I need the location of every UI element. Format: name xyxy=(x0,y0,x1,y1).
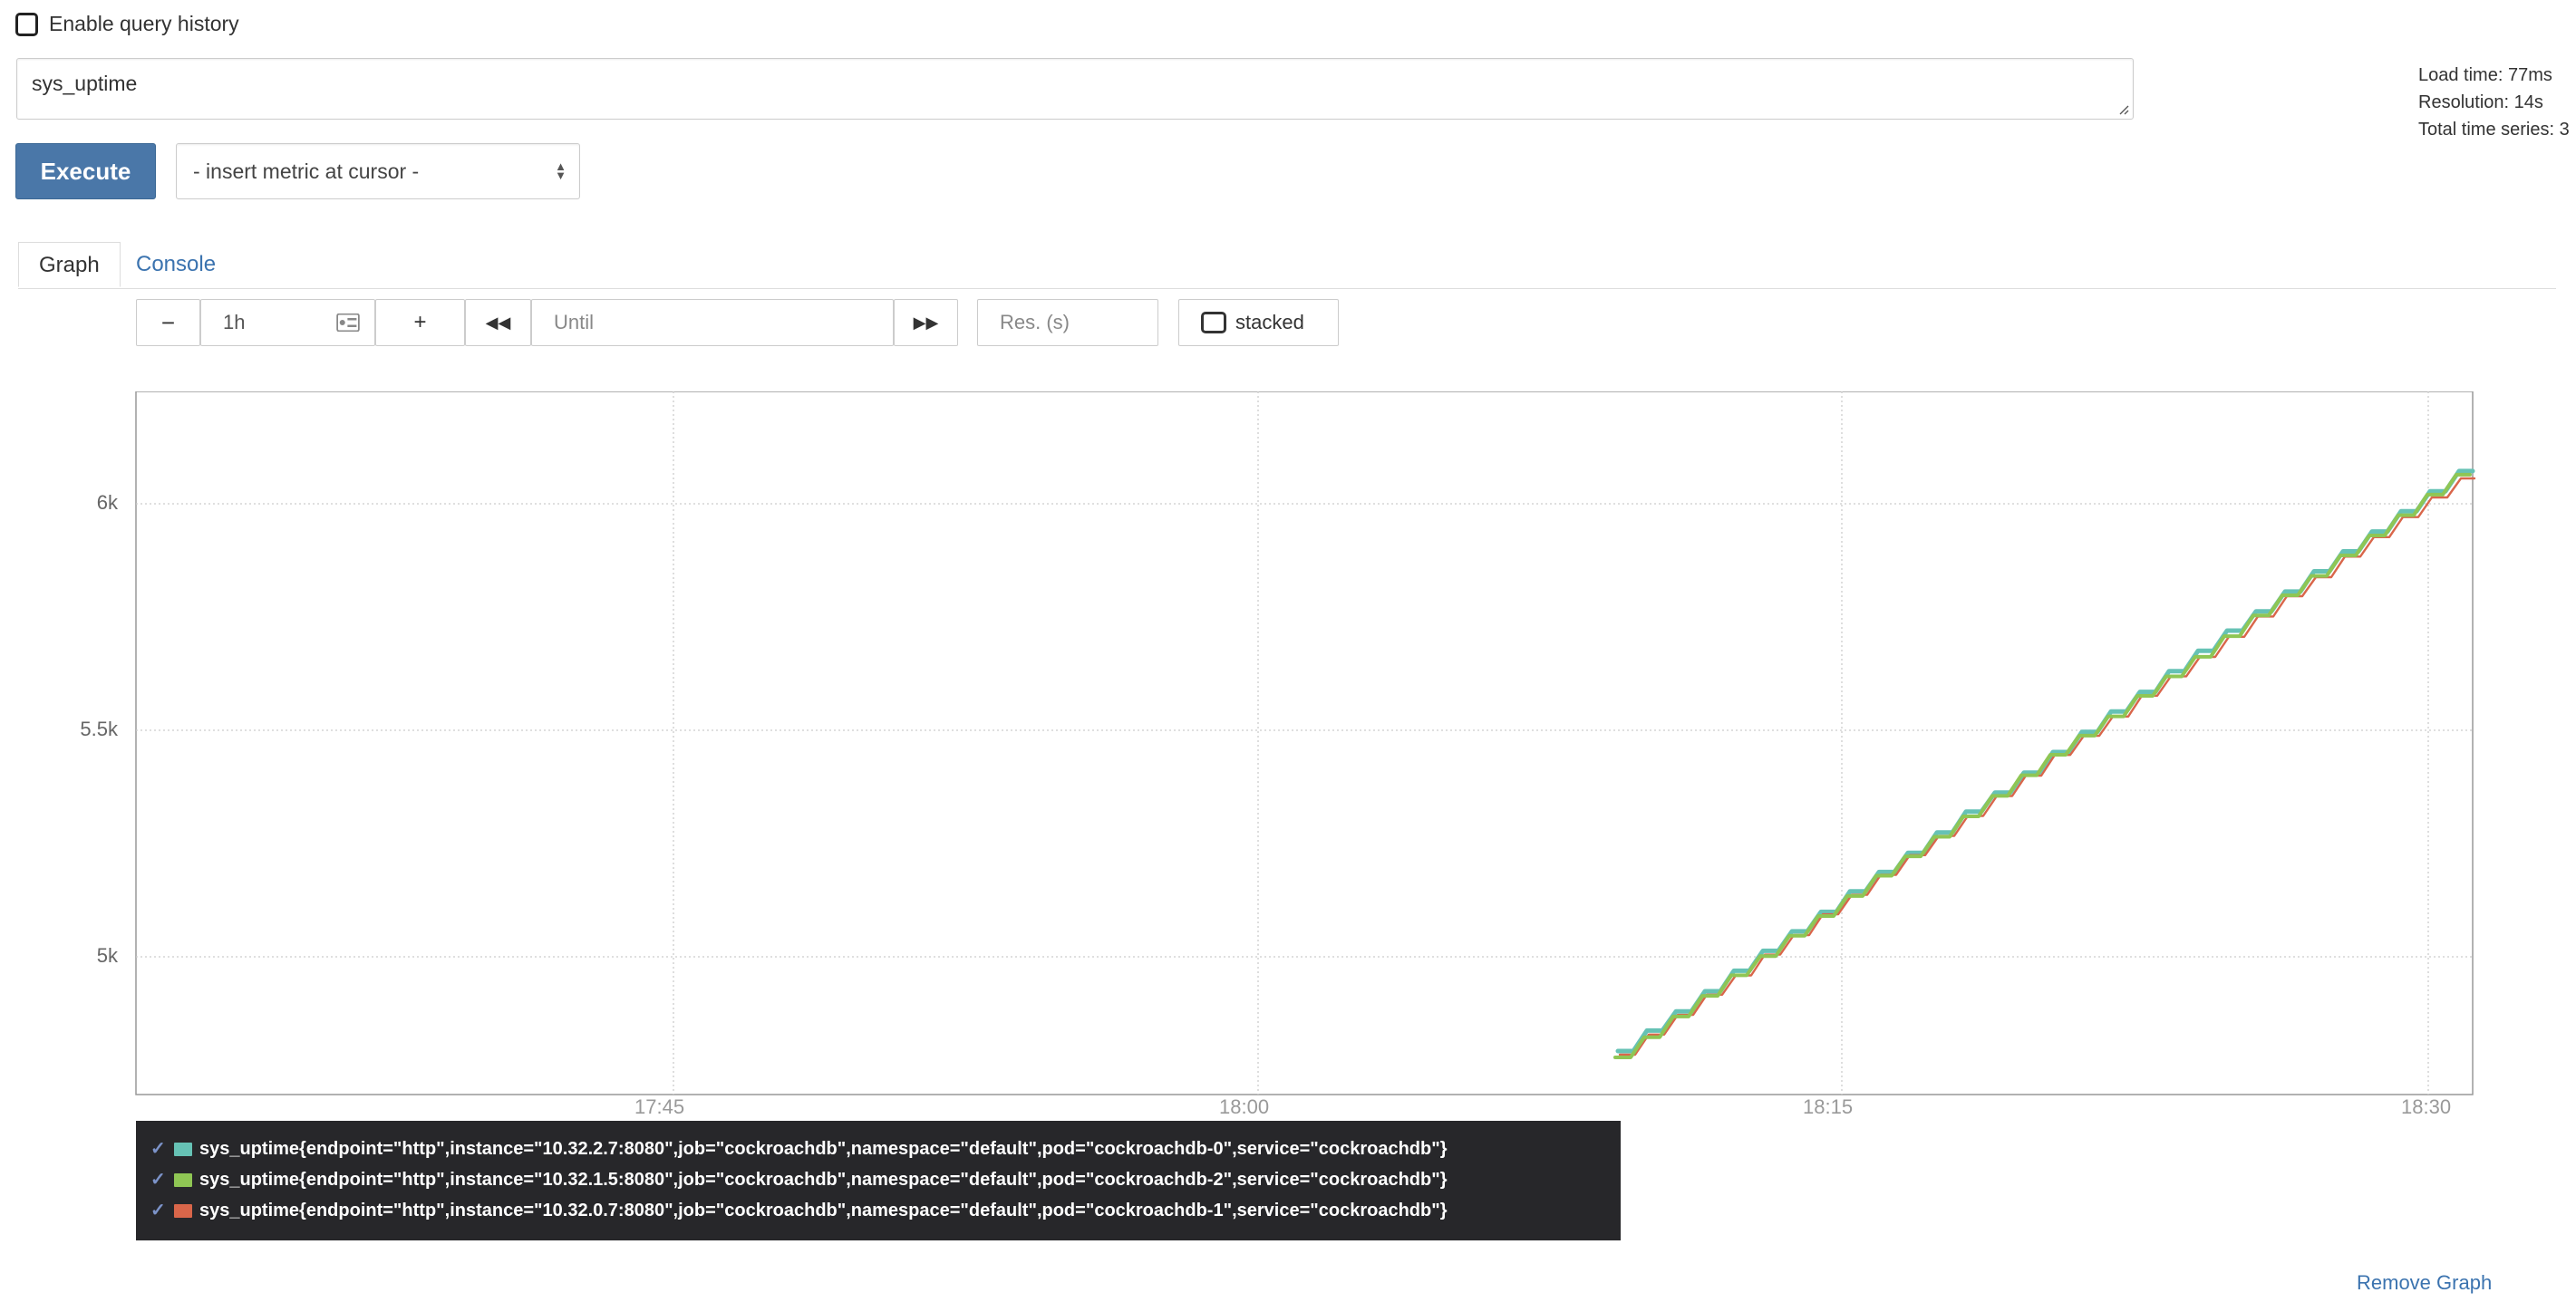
svg-text:6k: 6k xyxy=(97,491,119,514)
svg-text:18:00: 18:00 xyxy=(1219,1095,1269,1118)
svg-text:18:30: 18:30 xyxy=(2401,1095,2451,1118)
svg-text:5k: 5k xyxy=(97,944,119,967)
svg-text:5.5k: 5.5k xyxy=(80,718,119,740)
svg-text:17:45: 17:45 xyxy=(634,1095,684,1118)
svg-text:18:15: 18:15 xyxy=(1803,1095,1853,1118)
